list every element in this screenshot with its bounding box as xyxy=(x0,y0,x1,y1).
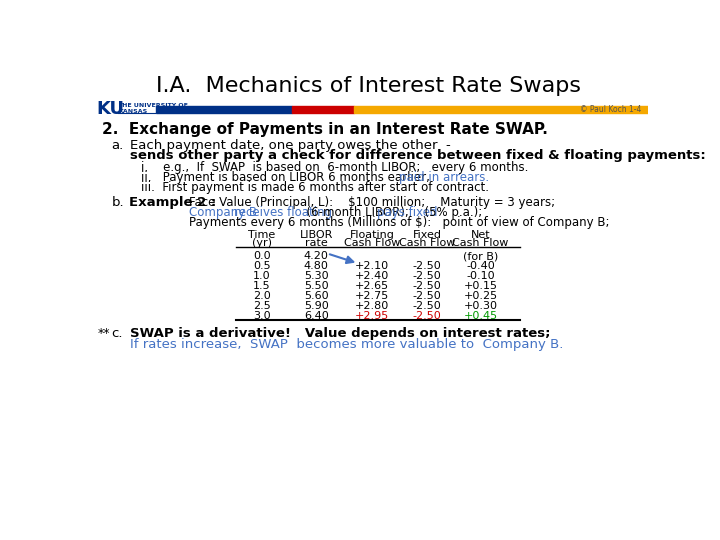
Text: If rates increase,  SWAP  becomes more valuable to  Company B.: If rates increase, SWAP becomes more val… xyxy=(130,338,564,351)
Text: (yr): (yr) xyxy=(252,238,272,248)
Text: +0.15: +0.15 xyxy=(464,281,498,291)
Text: c.: c. xyxy=(112,327,123,340)
Text: 3.0: 3.0 xyxy=(253,311,271,321)
Text: -2.50: -2.50 xyxy=(413,311,441,321)
Text: I.A.  Mechanics of Interest Rate Swaps: I.A. Mechanics of Interest Rate Swaps xyxy=(156,76,582,96)
Text: -2.50: -2.50 xyxy=(413,301,441,311)
Text: 5.60: 5.60 xyxy=(304,291,328,301)
Text: rate: rate xyxy=(305,238,328,248)
Text: Each payment date, one party owes the other  -: Each payment date, one party owes the ot… xyxy=(130,139,451,152)
Text: +0.25: +0.25 xyxy=(464,291,498,301)
Text: -0.40: -0.40 xyxy=(467,261,495,271)
Text: SWAP is a derivative!   Value depends on interest rates;: SWAP is a derivative! Value depends on i… xyxy=(130,327,551,340)
Text: ii.   Payment is based on LIBOR 6 months earlier,: ii. Payment is based on LIBOR 6 months e… xyxy=(141,171,438,184)
Text: b.: b. xyxy=(112,197,125,210)
Text: KU: KU xyxy=(96,100,125,118)
Bar xyxy=(292,106,354,112)
Text: Cash Flow: Cash Flow xyxy=(344,238,400,248)
Text: 5.50: 5.50 xyxy=(304,281,328,291)
Text: THE UNIVERSITY OF
KANSAS: THE UNIVERSITY OF KANSAS xyxy=(118,103,188,114)
Text: (5% p.a.);: (5% p.a.); xyxy=(417,206,482,219)
Text: Face Value (Principal, L):    $100 million;    Maturity = 3 years;: Face Value (Principal, L): $100 million;… xyxy=(189,197,555,210)
Text: iii.  First payment is made 6 months after start of contract.: iii. First payment is made 6 months afte… xyxy=(141,181,489,194)
Text: 2.  Exchange of Payments in an Interest Rate SWAP.: 2. Exchange of Payments in an Interest R… xyxy=(102,122,548,137)
Text: i.    e.g.,  If  SWAP  is based on  6-month LIBOR;   every 6 months.: i. e.g., If SWAP is based on 6-month LIB… xyxy=(141,161,528,174)
Text: +2.10: +2.10 xyxy=(355,261,390,271)
Text: pays fixed: pays fixed xyxy=(377,206,437,219)
Text: Payments every 6 months (Millions of $):   point of view of Company B;: Payments every 6 months (Millions of $):… xyxy=(189,217,610,230)
Text: 1.0: 1.0 xyxy=(253,271,271,281)
Text: +2.75: +2.75 xyxy=(355,291,390,301)
Text: +0.30: +0.30 xyxy=(464,301,498,311)
Text: 4.20: 4.20 xyxy=(304,251,329,261)
Text: 5.90: 5.90 xyxy=(304,301,328,311)
Text: Floating: Floating xyxy=(350,230,395,240)
Text: -2.50: -2.50 xyxy=(413,261,441,271)
Text: (for B): (for B) xyxy=(463,251,498,261)
Bar xyxy=(156,106,292,112)
Text: Cash Flow: Cash Flow xyxy=(452,238,509,248)
Text: Time: Time xyxy=(248,230,276,240)
Bar xyxy=(354,106,648,112)
Text: Fixed: Fixed xyxy=(413,230,441,240)
Text: 6.40: 6.40 xyxy=(304,311,328,321)
Text: Net: Net xyxy=(471,230,490,240)
Text: 5.30: 5.30 xyxy=(304,271,328,281)
Text: +2.80: +2.80 xyxy=(355,301,390,311)
Text: LIBOR: LIBOR xyxy=(300,230,333,240)
Text: 4.80: 4.80 xyxy=(304,261,329,271)
Text: +2.40: +2.40 xyxy=(355,271,390,281)
Text: Cash Flow: Cash Flow xyxy=(399,238,455,248)
Text: **: ** xyxy=(98,327,110,340)
Text: Company B: Company B xyxy=(189,206,265,219)
Text: (6-month LIBOR);: (6-month LIBOR); xyxy=(300,206,417,219)
Text: -2.50: -2.50 xyxy=(413,281,441,291)
Text: 1.5: 1.5 xyxy=(253,281,271,291)
Text: 0.0: 0.0 xyxy=(253,251,271,261)
Text: 2.5: 2.5 xyxy=(253,301,271,311)
Text: -2.50: -2.50 xyxy=(413,271,441,281)
Text: +2.65: +2.65 xyxy=(355,281,390,291)
Text: -0.10: -0.10 xyxy=(467,271,495,281)
Text: +0.45: +0.45 xyxy=(464,311,498,321)
Text: 0.5: 0.5 xyxy=(253,261,271,271)
Text: paid in arrears.: paid in arrears. xyxy=(399,171,490,184)
Text: -2.50: -2.50 xyxy=(413,291,441,301)
Text: a.: a. xyxy=(112,139,124,152)
Text: © Paul Koch 1-4: © Paul Koch 1-4 xyxy=(580,105,642,114)
Text: +2.95: +2.95 xyxy=(355,311,390,321)
Text: Example 2 :: Example 2 : xyxy=(129,197,216,210)
Text: 2.0: 2.0 xyxy=(253,291,271,301)
Text: receives floating: receives floating xyxy=(234,206,332,219)
Text: sends other party a check for difference between fixed & floating payments:: sends other party a check for difference… xyxy=(130,150,706,163)
